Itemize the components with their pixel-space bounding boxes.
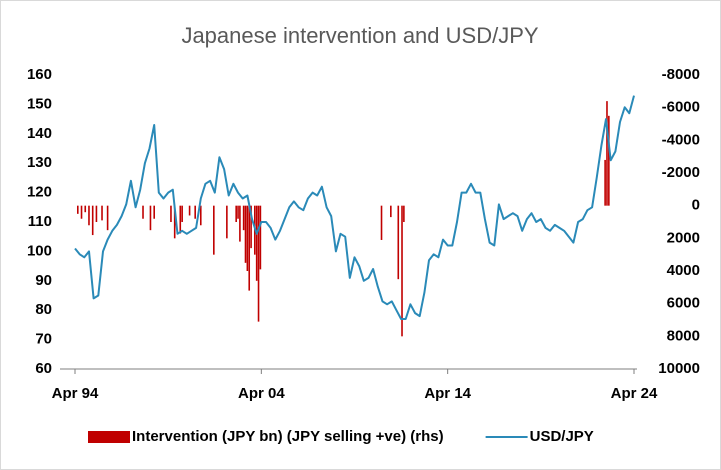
intervention-bar	[173, 205, 176, 239]
y2-tick-label: 6000	[667, 295, 700, 312]
intervention-bar	[255, 205, 258, 281]
legend-label: USD/JPY	[530, 428, 594, 445]
intervention-bar	[88, 205, 90, 226]
intervention-bar	[380, 205, 383, 240]
x-tick-label: Apr 14	[424, 385, 471, 402]
y2-tick-label: 2000	[667, 229, 700, 246]
intervention-bar	[401, 205, 403, 337]
intervention-bar	[604, 159, 606, 206]
intervention-bar	[257, 205, 260, 322]
intervention-bar	[246, 205, 249, 271]
y-tick-label: 90	[35, 272, 52, 289]
intervention-bar	[244, 205, 247, 263]
y-tick-label: 110	[28, 213, 52, 230]
intervention-bar	[149, 205, 152, 231]
intervention-bar	[199, 205, 202, 226]
y2-tick-label: 4000	[667, 262, 700, 279]
intervention-bar	[153, 205, 155, 219]
intervention-bar	[248, 205, 251, 291]
chart-title: Japanese intervention and USD/JPY	[181, 23, 538, 48]
intervention-bar	[606, 101, 608, 206]
intervention-bar	[76, 205, 79, 214]
intervention-bar	[403, 205, 405, 222]
y-tick-label: 70	[35, 331, 52, 348]
y2-tick-label: 8000	[667, 327, 700, 344]
intervention-bar	[101, 205, 103, 221]
y-tick-label: 60	[35, 360, 52, 377]
intervention-bar	[397, 205, 400, 280]
y2-tick-label: 0	[692, 197, 700, 214]
y2-tick-label: -2000	[662, 164, 700, 181]
intervention-bar	[91, 205, 94, 236]
intervention-bar	[239, 205, 241, 242]
intervention-bar	[259, 205, 262, 270]
y-tick-label: 140	[27, 125, 52, 142]
x-tick-label: Apr 04	[238, 385, 285, 402]
y-tick-label: 80	[35, 301, 52, 318]
y-tick-label: 120	[27, 184, 52, 201]
intervention-bar	[84, 205, 87, 213]
y-tick-label: 100	[27, 242, 52, 259]
intervention-bar	[390, 205, 392, 218]
intervention-bar	[194, 205, 196, 219]
intervention-bar	[170, 205, 172, 222]
y2-tick-label: -4000	[662, 131, 700, 148]
intervention-bar	[106, 205, 109, 231]
usdjpy-line	[74, 95, 635, 320]
intervention-bar	[250, 205, 252, 249]
intervention-bar	[179, 205, 182, 234]
x-tick-label: Apr 94	[52, 385, 99, 402]
intervention-bar	[80, 205, 83, 219]
intervention-bar	[235, 205, 237, 222]
legend-label: Intervention (JPY bn) (JPY selling +ve) …	[132, 428, 444, 445]
intervention-bar	[95, 205, 98, 222]
intervention-bar	[237, 205, 239, 219]
x-tick-label: Apr 24	[611, 385, 658, 402]
intervention-bar	[608, 115, 610, 206]
intervention-bar	[188, 205, 191, 216]
y2-tick-label: -6000	[662, 99, 700, 116]
intervention-bar	[181, 205, 183, 222]
y-tick-label: 150	[27, 95, 52, 112]
intervention-bar	[226, 205, 228, 239]
y-tick-label: 160	[27, 66, 52, 83]
intervention-bar	[242, 205, 245, 231]
y2-tick-label: 10000	[658, 360, 700, 377]
y2-tick-label: -8000	[662, 66, 700, 83]
intervention-bar	[142, 205, 144, 219]
legend-swatch	[88, 431, 130, 443]
y-tick-label: 130	[27, 154, 52, 171]
intervention-bar	[213, 205, 215, 255]
